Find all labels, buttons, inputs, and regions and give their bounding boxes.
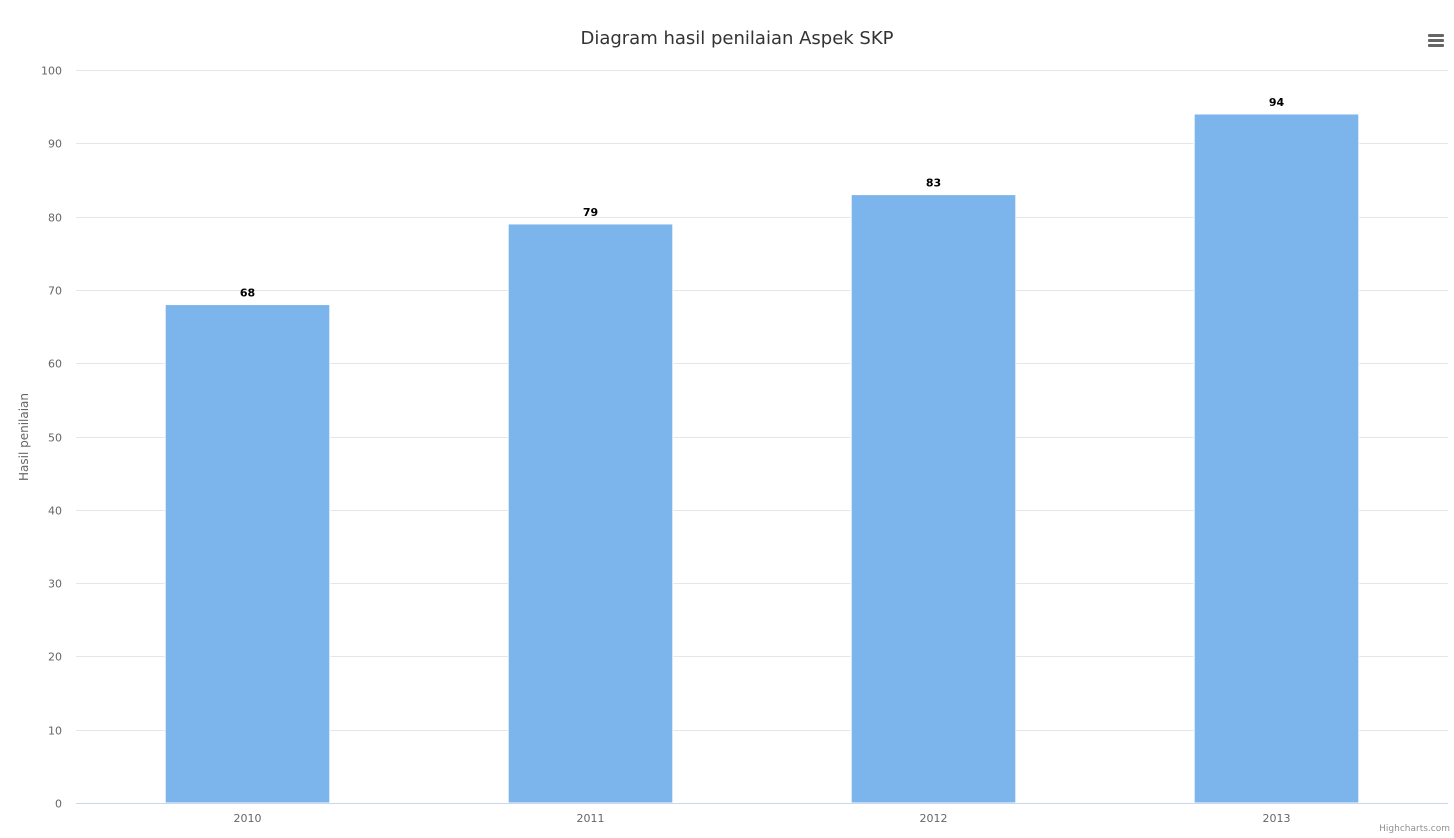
y-tick-label: 90 xyxy=(48,138,62,151)
y-tick-label: 60 xyxy=(48,358,62,371)
x-tick-label: 2010 xyxy=(234,812,262,825)
data-labels: 68 79 83 94 xyxy=(240,96,1285,300)
y-tick-label: 70 xyxy=(48,285,62,298)
y-tick-label: 20 xyxy=(48,651,62,664)
data-label: 94 xyxy=(1269,96,1285,109)
y-tick-label: 80 xyxy=(48,212,62,225)
y-axis-tick-labels: 0 10 20 30 40 50 60 70 80 90 100 xyxy=(41,65,62,811)
chart-title: Diagram hasil penilaian Aspek SKP xyxy=(580,28,893,49)
bar xyxy=(850,194,1017,804)
x-axis-tick-labels: 2010 2011 2012 2013 xyxy=(234,812,1291,825)
credits-link[interactable]: Highcharts.com xyxy=(1379,824,1450,834)
data-label: 68 xyxy=(240,287,255,300)
data-label: 83 xyxy=(926,177,941,190)
x-tick-label: 2011 xyxy=(577,812,605,825)
data-label: 79 xyxy=(583,206,598,219)
y-tick-label: 50 xyxy=(48,432,62,445)
y-tick-label: 100 xyxy=(41,65,62,78)
hamburger-menu-icon[interactable] xyxy=(1424,30,1448,52)
y-axis-title: Hasil penilaian xyxy=(17,393,31,481)
y-tick-label: 30 xyxy=(48,578,62,591)
y-tick-label: 40 xyxy=(48,505,62,518)
y-tick-label: 0 xyxy=(55,798,62,811)
x-tick-label: 2013 xyxy=(1263,812,1291,825)
y-tick-label: 10 xyxy=(48,725,62,738)
bar xyxy=(1193,113,1360,804)
bar xyxy=(164,304,331,804)
bar xyxy=(507,223,674,804)
x-tick-label: 2012 xyxy=(920,812,948,825)
